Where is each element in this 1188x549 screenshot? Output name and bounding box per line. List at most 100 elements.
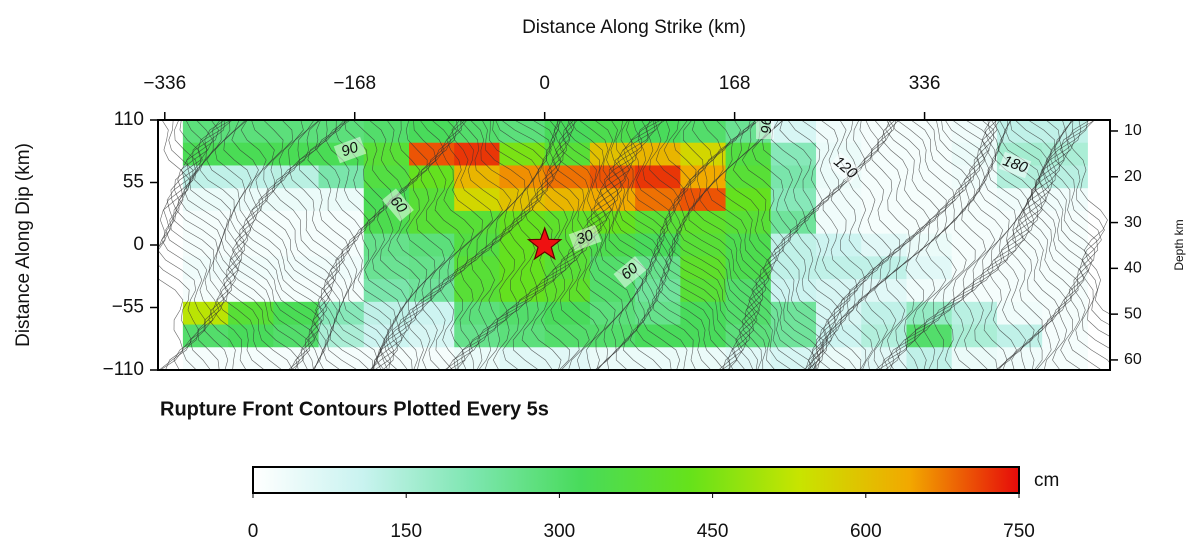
hypocenter bbox=[526, 226, 563, 261]
heat-cell bbox=[499, 210, 546, 235]
x-tick-label: 0 bbox=[539, 73, 550, 94]
heat-cell bbox=[228, 279, 274, 303]
contour-line bbox=[175, 120, 229, 370]
contour-line bbox=[231, 120, 316, 370]
contour-line bbox=[826, 120, 892, 370]
contour-line bbox=[446, 120, 540, 370]
contour-line bbox=[439, 120, 512, 370]
contour-line bbox=[1019, 120, 1068, 370]
y2-axis-title: Depth km bbox=[1172, 219, 1186, 270]
colorbar-tick-label: 750 bbox=[1003, 521, 1035, 542]
contour-line bbox=[856, 120, 931, 370]
heat-cell bbox=[544, 210, 591, 235]
contour-line bbox=[979, 120, 1033, 370]
contour-line bbox=[449, 120, 526, 370]
heat-cell bbox=[816, 233, 862, 257]
heat-cell bbox=[816, 256, 862, 280]
contour-line bbox=[158, 120, 191, 370]
heat-cell bbox=[363, 233, 410, 257]
contour-line bbox=[707, 120, 776, 370]
heat-cell bbox=[861, 279, 907, 303]
contour-line bbox=[223, 120, 311, 370]
contour-line bbox=[1001, 120, 1045, 370]
heat-cell bbox=[680, 347, 727, 370]
heat-cell bbox=[409, 301, 455, 326]
heat-cell bbox=[589, 347, 636, 370]
contour-line bbox=[586, 120, 624, 370]
contour-line bbox=[649, 120, 731, 370]
heat-cell bbox=[363, 165, 410, 189]
heat-cell bbox=[906, 347, 953, 370]
contour-line bbox=[372, 120, 428, 370]
y2-tick-label: 40 bbox=[1124, 260, 1142, 277]
heat-cell bbox=[770, 142, 817, 166]
heat-cell bbox=[454, 301, 500, 326]
heat-cell bbox=[544, 279, 591, 303]
heat-cell bbox=[816, 347, 862, 370]
contour-line bbox=[258, 120, 333, 370]
contour-line bbox=[214, 120, 305, 370]
heat-cell bbox=[1042, 233, 1088, 257]
colorbar-tick-label: 600 bbox=[850, 521, 882, 542]
heat-cell bbox=[499, 347, 546, 370]
contour-line bbox=[630, 120, 696, 370]
contour-line bbox=[724, 120, 807, 370]
colorbar bbox=[252, 466, 1020, 494]
heat-cell bbox=[816, 324, 862, 348]
contour-line bbox=[430, 120, 503, 370]
heat-cell bbox=[861, 188, 907, 212]
contour-line bbox=[169, 120, 220, 370]
contour-line bbox=[194, 120, 283, 370]
contour-line bbox=[364, 120, 403, 370]
heat-cell bbox=[951, 324, 998, 348]
contour-line bbox=[468, 120, 552, 370]
contour-line bbox=[246, 120, 328, 370]
contour-line bbox=[952, 120, 1017, 370]
heat-cell bbox=[861, 256, 907, 280]
contour-line bbox=[461, 120, 547, 370]
heat-cell bbox=[499, 256, 546, 280]
y-axis-title: Distance Along Dip (km) bbox=[13, 143, 34, 347]
contour-label: 30 bbox=[574, 226, 596, 248]
contour-line bbox=[1007, 120, 1049, 370]
contour-line bbox=[279, 120, 358, 370]
contour-line bbox=[239, 120, 322, 370]
contour-line bbox=[179, 120, 236, 370]
heat-cell bbox=[589, 324, 636, 348]
heat-cell bbox=[680, 256, 727, 280]
heat-cell bbox=[635, 210, 681, 235]
heat-cell bbox=[680, 210, 727, 235]
heat-cell bbox=[1042, 165, 1088, 189]
heat-cell bbox=[635, 165, 681, 189]
heat-cell bbox=[273, 279, 320, 303]
heat-cell bbox=[861, 165, 907, 189]
contour-line bbox=[158, 120, 194, 370]
heat-cell bbox=[861, 233, 907, 257]
colorbar-label: cm bbox=[1034, 470, 1059, 491]
contour-line bbox=[1034, 120, 1090, 370]
contour-label: 90 bbox=[339, 138, 361, 160]
contour-line bbox=[344, 120, 392, 370]
heat-cell bbox=[499, 279, 546, 303]
heat-cell bbox=[228, 301, 274, 326]
heat-cell bbox=[906, 256, 953, 280]
contour-line bbox=[795, 120, 841, 370]
heat-cell bbox=[996, 188, 1043, 212]
heat-cell bbox=[318, 210, 365, 235]
heat-cell bbox=[363, 120, 410, 144]
heat-cell bbox=[770, 324, 817, 348]
contour-line bbox=[677, 120, 758, 370]
contour-line bbox=[158, 120, 200, 370]
colorbar-tick-label: 300 bbox=[544, 521, 576, 542]
contour-line bbox=[914, 120, 995, 370]
heat-cell bbox=[996, 120, 1043, 144]
contour-line bbox=[1066, 120, 1110, 315]
contour-line bbox=[904, 120, 993, 370]
contour-line bbox=[693, 120, 764, 370]
heat-cell bbox=[951, 256, 998, 280]
contour-line bbox=[688, 120, 762, 370]
contour-line bbox=[807, 120, 858, 370]
contour-line bbox=[642, 120, 725, 370]
heat-cell bbox=[273, 120, 320, 144]
x-tick-label: −168 bbox=[333, 73, 376, 94]
